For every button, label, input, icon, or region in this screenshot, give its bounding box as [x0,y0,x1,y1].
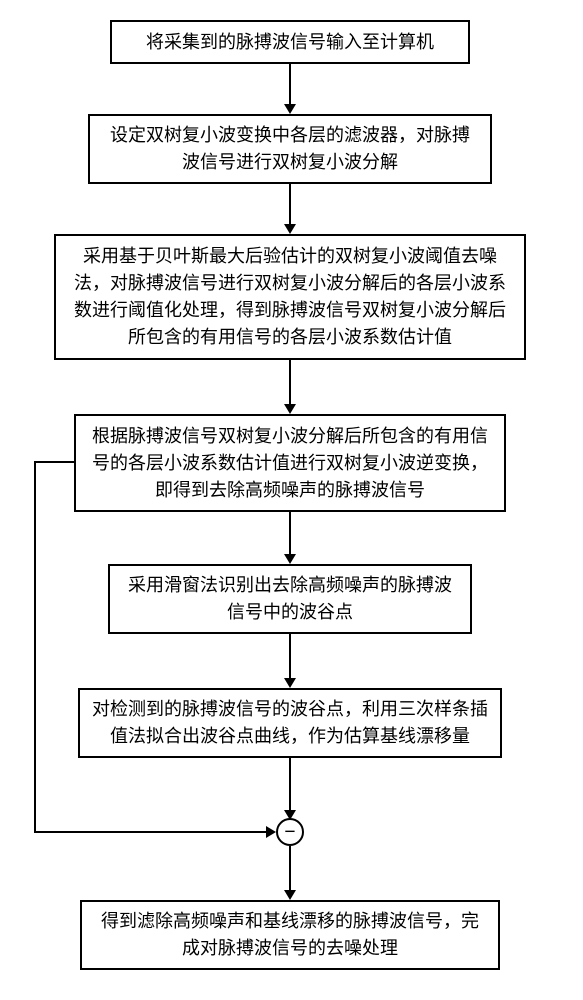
flowchart-container: 将采集到的脉搏波信号输入至计算机 设定双树复小波变换中各层的滤波器，对脉搏波信号… [0,0,583,1000]
side-branch-h1 [34,461,74,463]
side-branch-h2 [34,831,266,833]
connector-1-2 [289,64,291,104]
arrowhead-icon [284,404,296,414]
arrowhead-icon [284,890,296,900]
arrowhead-icon [266,826,276,838]
flow-node-3: 采用基于贝叶斯最大后验估计的双树复小波阈值去噪法，对脉搏波信号进行双树复小波分解… [54,234,526,360]
node-text: 根据脉搏波信号双树复小波分解后所包含的有用信号的各层小波系数估计值进行双树复小波… [88,423,492,504]
arrowhead-icon [284,104,296,114]
minus-operator: − [276,818,304,846]
connector-4-5 [289,512,291,554]
minus-symbol: − [284,822,295,842]
arrowhead-icon [284,224,296,234]
connector-6-minus [289,758,291,810]
connector-3-4 [289,360,291,404]
node-text: 采用基于贝叶斯最大后验估计的双树复小波阈值去噪法，对脉搏波信号进行双树复小波分解… [68,243,512,351]
flow-node-6: 对检测到的脉搏波信号的波谷点，利用三次样条插值法拟合出波谷点曲线，作为估算基线漂… [78,688,502,758]
flow-node-1: 将采集到的脉搏波信号输入至计算机 [110,20,470,64]
flow-node-2: 设定双树复小波变换中各层的滤波器，对脉搏波信号进行双树复小波分解 [88,114,492,184]
connector-2-3 [289,184,291,224]
node-text: 设定双树复小波变换中各层的滤波器，对脉搏波信号进行双树复小波分解 [102,122,478,176]
side-branch-v [34,461,36,832]
node-text: 将采集到的脉搏波信号输入至计算机 [146,29,434,56]
arrowhead-icon [284,678,296,688]
node-text: 采用滑窗法识别出去除高频噪声的脉搏波信号中的波谷点 [122,572,458,626]
arrowhead-icon [284,554,296,564]
connector-5-6 [289,634,291,678]
node-text: 得到滤除高频噪声和基线漂移的脉搏波信号，完成对脉搏波信号的去噪处理 [94,908,486,962]
flow-node-4: 根据脉搏波信号双树复小波分解后所包含的有用信号的各层小波系数估计值进行双树复小波… [74,414,506,512]
flow-node-5: 采用滑窗法识别出去除高频噪声的脉搏波信号中的波谷点 [108,564,472,634]
connector-minus-7 [289,846,291,890]
flow-node-7: 得到滤除高频噪声和基线漂移的脉搏波信号，完成对脉搏波信号的去噪处理 [80,900,500,970]
node-text: 对检测到的脉搏波信号的波谷点，利用三次样条插值法拟合出波谷点曲线，作为估算基线漂… [92,696,488,750]
